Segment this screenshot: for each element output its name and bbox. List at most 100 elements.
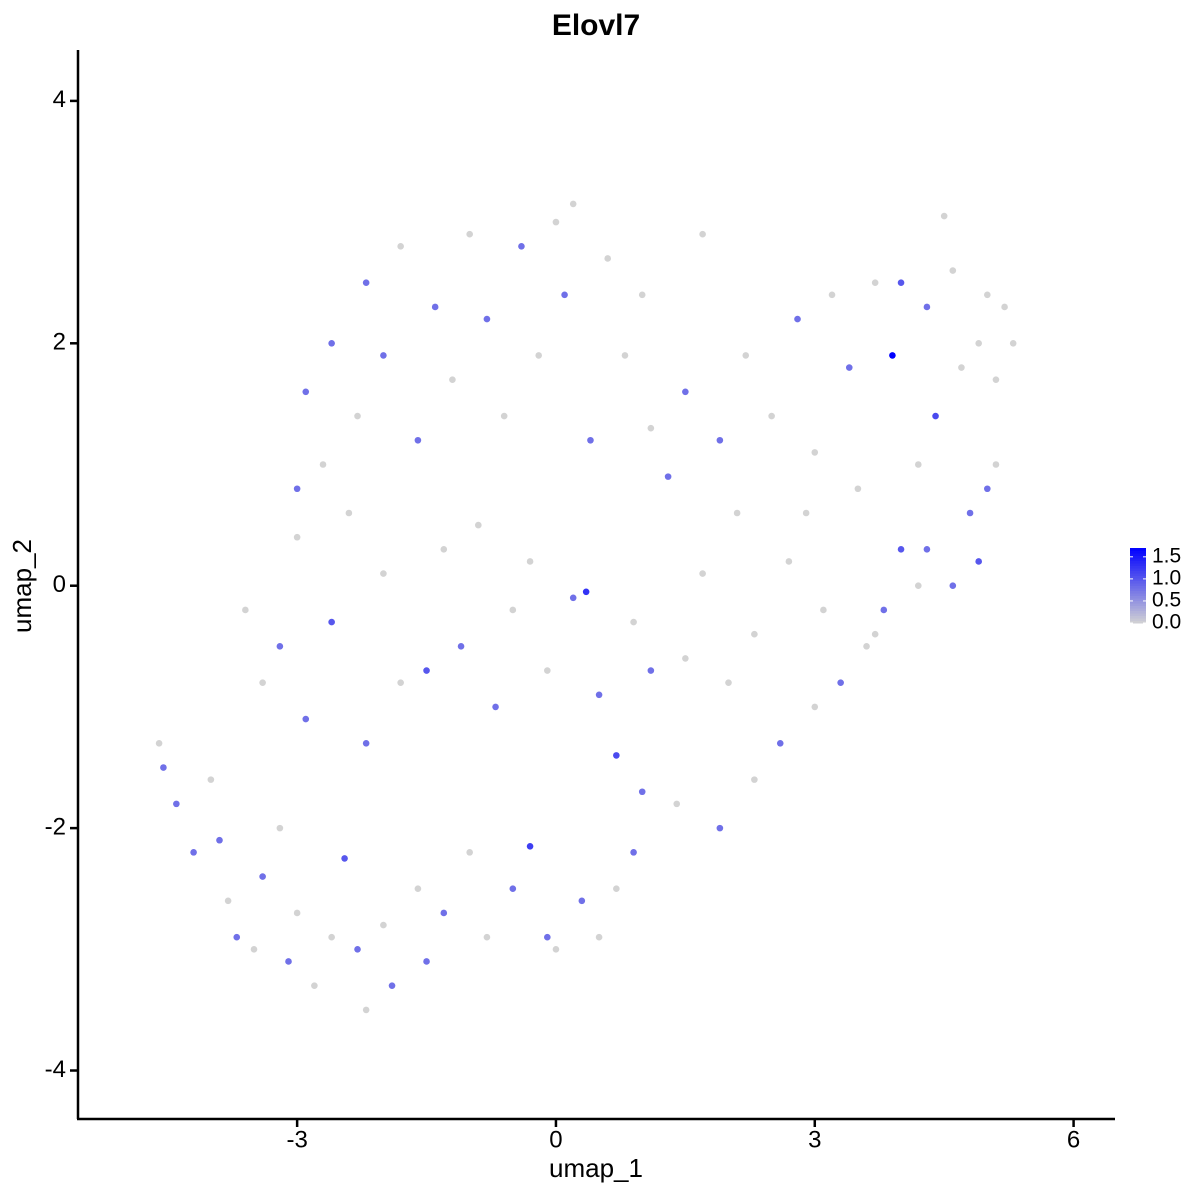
point [776,739,784,747]
point [362,739,370,747]
point [638,291,646,299]
point [285,958,292,965]
point [380,570,387,577]
point [423,667,430,674]
point [914,582,922,590]
point [466,849,473,856]
point [526,558,534,565]
point [160,764,167,771]
point [457,643,465,650]
point [431,303,439,311]
colorbar-segment [1130,610,1146,614]
point [440,909,448,917]
colorbar-segment [1130,590,1146,594]
colorbar-segment [1130,603,1146,606]
point [794,315,801,323]
colorbar-segment [1130,618,1146,621]
point [638,788,646,796]
point [958,364,965,371]
point [414,885,422,893]
point [811,449,819,456]
point [509,885,517,893]
point [544,667,551,674]
colorbar-segment [1130,583,1146,586]
point [923,303,931,311]
point [475,521,482,529]
point [207,776,215,783]
colorbar-segment [1130,608,1146,611]
colorbar-segment [1130,613,1146,616]
point [423,958,430,965]
point [880,606,888,614]
x-axis-label: umap_1 [549,1153,643,1183]
colorbar-segment [1130,555,1146,559]
colorbar-segment [1130,568,1146,571]
point [621,352,629,359]
point [889,352,896,359]
point [897,279,905,287]
point [604,255,612,262]
y-tick-label: -4 [45,1056,66,1083]
colorbar-segment [1130,600,1146,604]
point [923,546,931,553]
point [932,412,939,420]
x-tick-label: 0 [549,1126,562,1153]
point [673,800,681,808]
colorbar-segment [1130,580,1146,584]
point [569,594,577,602]
colorbar-segment [1130,598,1146,601]
point [518,243,525,250]
point [854,485,862,493]
colorbar-segment [1130,585,1146,589]
point [725,679,732,686]
point [466,230,473,238]
point [984,485,991,493]
y-tick-label: 0 [53,571,66,598]
colorbar-tick-label: 0.5 [1152,588,1181,611]
y-tick-label: 2 [53,329,66,356]
point [914,461,922,468]
point [276,643,284,650]
point [259,873,266,880]
point [535,352,542,359]
point [949,267,957,274]
point [871,630,879,638]
x-tick-label: -3 [286,1126,307,1153]
point [582,588,590,596]
point [966,509,974,517]
colorbar-segment [1130,615,1146,619]
point [1001,303,1008,311]
colorbar-segment [1130,620,1146,624]
point [155,739,163,747]
point [785,558,793,565]
point [173,800,180,808]
point [975,340,982,347]
point [483,315,491,323]
point [837,679,844,686]
point [250,946,258,953]
point [940,212,948,220]
point [569,200,577,208]
point [362,279,370,287]
y-tick-label: -2 [45,813,66,840]
point [552,218,560,226]
point [595,933,603,941]
point [975,558,982,565]
point [293,485,301,493]
colorbar-segment [1130,595,1146,599]
point [328,618,335,626]
point [328,340,335,347]
point [949,582,957,590]
point [587,436,594,444]
point [845,364,853,371]
point [302,388,310,396]
point [380,352,387,359]
point [483,933,491,941]
point [302,715,310,723]
point [388,982,396,989]
colorbar-tick-label: 1.0 [1152,566,1181,589]
point [414,436,422,444]
point [613,752,620,759]
point [259,679,266,686]
